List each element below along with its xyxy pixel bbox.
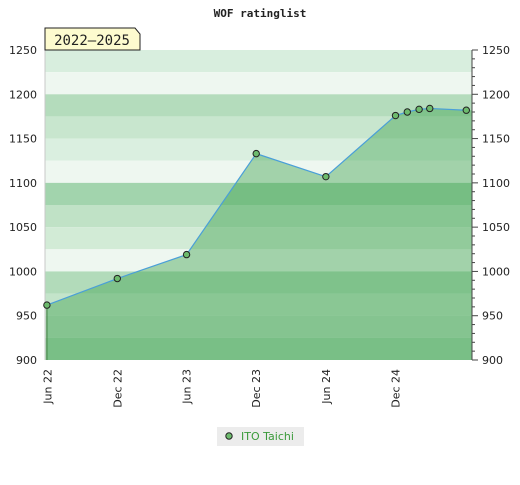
background-band bbox=[45, 50, 472, 73]
data-point[interactable] bbox=[462, 106, 470, 114]
series-line bbox=[46, 107, 467, 306]
background-band bbox=[45, 205, 472, 228]
data-point[interactable] bbox=[426, 104, 434, 113]
data-point[interactable] bbox=[113, 274, 122, 283]
chart-title: WOF ratinglist bbox=[214, 7, 307, 20]
x-tick-label: Dec 22 bbox=[111, 369, 124, 408]
y-tick-label-left: 1050 bbox=[9, 221, 37, 234]
y-tick-label-right: 1100 bbox=[482, 177, 510, 190]
background-bands bbox=[45, 50, 472, 360]
y-tick-label-left: 1150 bbox=[9, 133, 37, 146]
y-tick-label-right: 900 bbox=[482, 354, 503, 367]
y-tick-label-right: 950 bbox=[482, 310, 503, 323]
y-tick-label-left: 950 bbox=[16, 310, 37, 323]
background-band bbox=[45, 271, 472, 294]
x-tick-label: Jun 22 bbox=[42, 369, 55, 405]
y-tick-label-left: 1200 bbox=[9, 88, 37, 101]
series-area-fill bbox=[46, 108, 472, 360]
background-band bbox=[45, 249, 472, 272]
series-area bbox=[46, 107, 472, 360]
background-band bbox=[45, 315, 472, 338]
data-point[interactable] bbox=[322, 172, 330, 181]
background-band bbox=[45, 72, 472, 95]
x-tick-label: Jun 23 bbox=[181, 369, 194, 405]
y-tick-label-right: 1150 bbox=[482, 133, 510, 146]
background-band bbox=[45, 227, 472, 250]
data-point[interactable] bbox=[391, 111, 400, 120]
y-tick-label-left: 1000 bbox=[9, 265, 37, 278]
y-tick-label-right: 1050 bbox=[482, 221, 510, 234]
background-band bbox=[45, 116, 472, 139]
data-point[interactable] bbox=[182, 250, 191, 259]
y-tick-label-right: 1200 bbox=[482, 88, 510, 101]
background-band bbox=[45, 182, 472, 205]
x-tick-label: Dec 23 bbox=[250, 369, 263, 408]
y-tick-label-left: 1100 bbox=[9, 177, 37, 190]
legend-label: ITO Taichi bbox=[241, 430, 294, 443]
y-tick-label-right: 1250 bbox=[482, 44, 510, 57]
data-point[interactable] bbox=[252, 149, 260, 158]
period-badge-text: 2022–2025 bbox=[54, 33, 130, 49]
background-band bbox=[45, 94, 472, 117]
background-band bbox=[45, 160, 472, 183]
background-band bbox=[45, 138, 472, 161]
background-band bbox=[45, 293, 472, 316]
axes: 900 900 950 950 1000 1000 1050 1050 1100 1100 1150… bbox=[9, 44, 510, 408]
y-tick-label-left: 900 bbox=[16, 354, 37, 367]
legend-box bbox=[217, 427, 304, 446]
y-tick-label-right: 1000 bbox=[482, 265, 510, 278]
background-band bbox=[45, 337, 472, 360]
x-tick-label: Jun 24 bbox=[320, 369, 333, 405]
x-tick-label: Dec 24 bbox=[390, 369, 403, 408]
y-tick-label-left: 1250 bbox=[9, 44, 37, 57]
data-point[interactable] bbox=[415, 105, 423, 114]
period-badge: 2022–2025 bbox=[44, 27, 141, 51]
data-point[interactable] bbox=[403, 108, 412, 116]
data-point[interactable] bbox=[43, 301, 51, 309]
series-points[interactable] bbox=[43, 104, 470, 309]
legend[interactable]: ITO Taichi bbox=[217, 427, 304, 446]
legend-marker bbox=[225, 432, 233, 440]
